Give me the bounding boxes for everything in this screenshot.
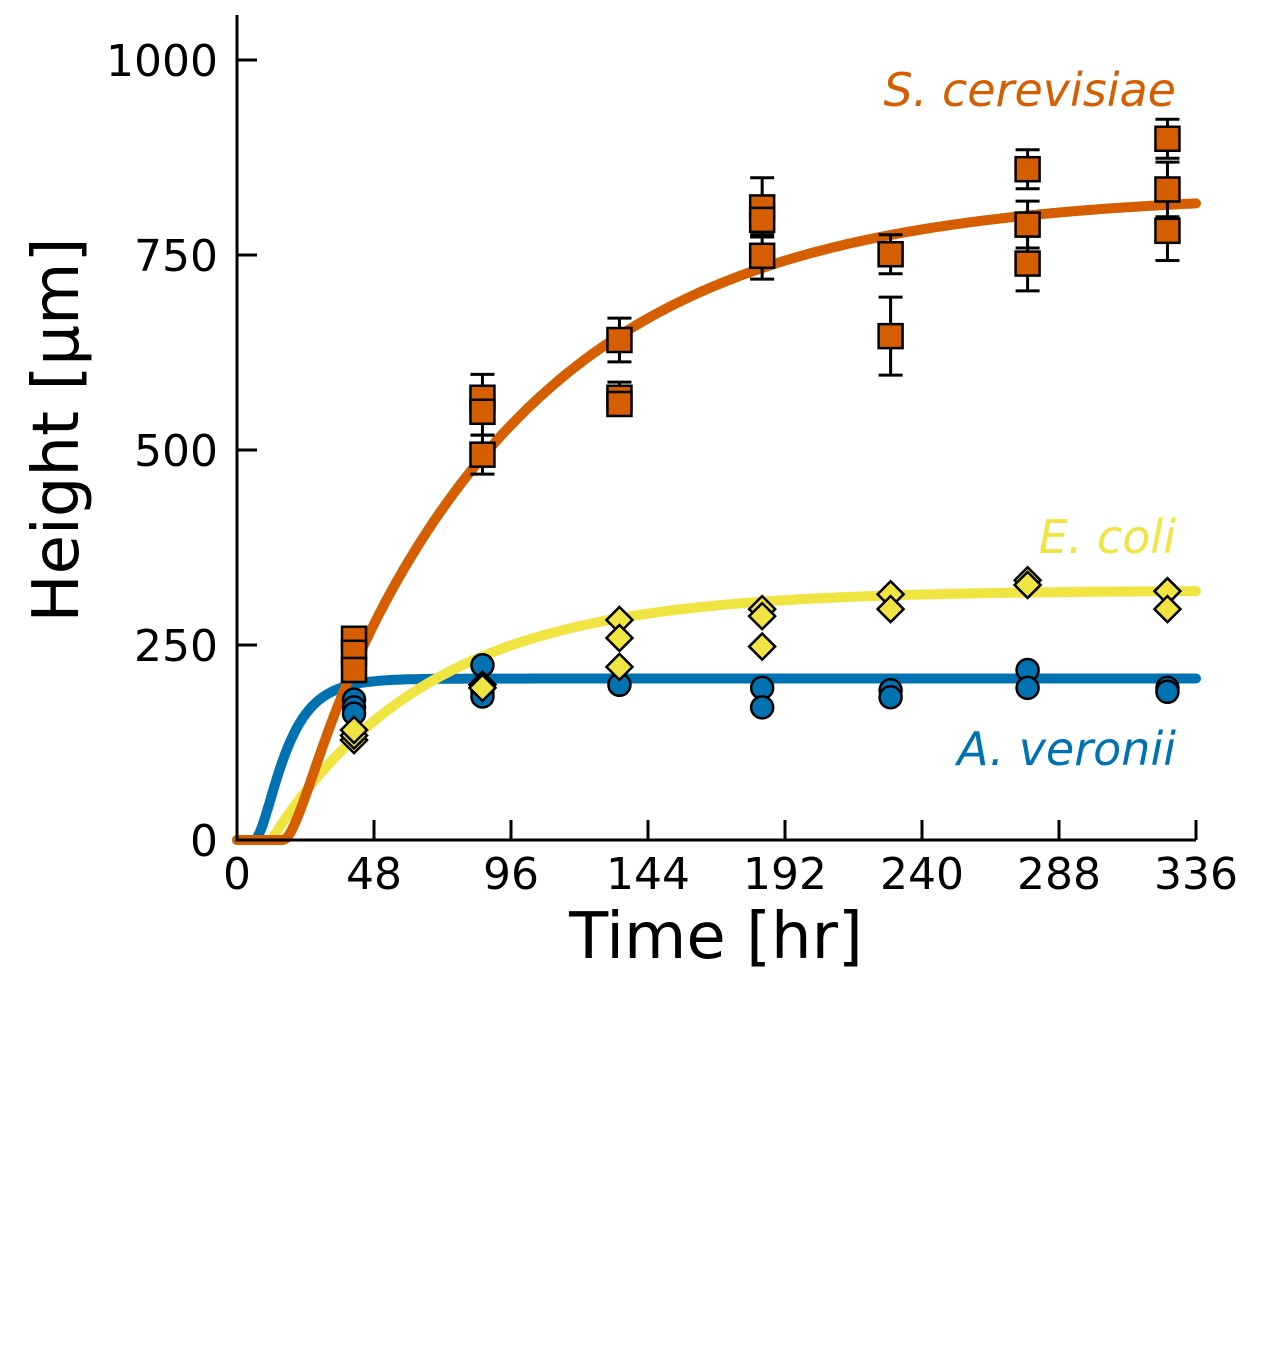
data-point-e-coli: [467, 673, 498, 703]
axes: 0 48 96 144 192 240 288 336 0 250 500 750 1000 Time […: [20, 15, 1238, 974]
series-label-e-coli: E. coli: [1039, 510, 1177, 564]
data-point-s-cerevisiae: [877, 322, 904, 350]
data-point-s-cerevisiae: [469, 441, 496, 468]
data-point-s-cerevisiae: [606, 326, 633, 354]
x-tick-label: 288: [1017, 849, 1101, 900]
data-point-a-veronii: [749, 695, 775, 720]
x-tick-label: 48: [346, 849, 402, 900]
data-point-s-cerevisiae: [877, 240, 904, 268]
fit-curve-e-coli: [232, 586, 1201, 845]
data-point-e-coli: [1152, 594, 1183, 624]
data-point-e-coli: [747, 631, 777, 662]
data-point-e-coli: [747, 601, 777, 631]
x-tick-label: 240: [880, 849, 964, 900]
data-point-s-cerevisiae: [1014, 155, 1041, 183]
x-axis-title: Time [hr]: [568, 900, 863, 974]
data-point-e-coli: [875, 594, 906, 624]
data-point-s-cerevisiae: [606, 390, 633, 418]
y-tick-label: 1000: [106, 36, 218, 87]
x-tick-label: 192: [743, 849, 827, 900]
data-point-a-veronii: [878, 685, 903, 710]
data-point-s-cerevisiae: [1154, 217, 1181, 245]
data-point-e-coli: [339, 715, 369, 745]
data-point-s-cerevisiae: [1014, 250, 1041, 277]
x-tick-label: 0: [223, 849, 251, 900]
y-tick-label: 500: [134, 426, 218, 477]
data-point-s-cerevisiae: [1154, 176, 1181, 203]
data-points: [339, 125, 1183, 755]
data-point-s-cerevisiae: [748, 242, 776, 270]
data-point-e-coli: [604, 652, 635, 682]
x-tick-label: 96: [483, 849, 539, 900]
data-point-s-cerevisiae: [748, 206, 776, 234]
data-point-e-coli: [1012, 570, 1043, 600]
x-tick-label: 336: [1154, 849, 1238, 900]
series-label-s-cerevisiae: S. cerevisiae: [884, 63, 1177, 117]
data-point-s-cerevisiae: [469, 398, 496, 426]
data-point-s-cerevisiae: [340, 656, 368, 684]
x-tick-label: 144: [606, 849, 690, 900]
data-point-e-coli: [604, 623, 635, 653]
y-axis-title: Height [µm]: [20, 238, 94, 623]
y-tick-label: 750: [134, 231, 218, 282]
data-point-s-cerevisiae: [1014, 211, 1041, 238]
y-tick-label: 0: [190, 816, 218, 867]
data-point-a-veronii: [1015, 675, 1040, 701]
data-point-s-cerevisiae: [1154, 125, 1181, 153]
series-label-a-veronii: A. veronii: [954, 722, 1176, 776]
data-point-a-veronii: [1155, 679, 1180, 705]
y-tick-label: 250: [134, 621, 218, 672]
series-labels: S. cerevisiae E. coli A. veronii: [884, 63, 1177, 776]
